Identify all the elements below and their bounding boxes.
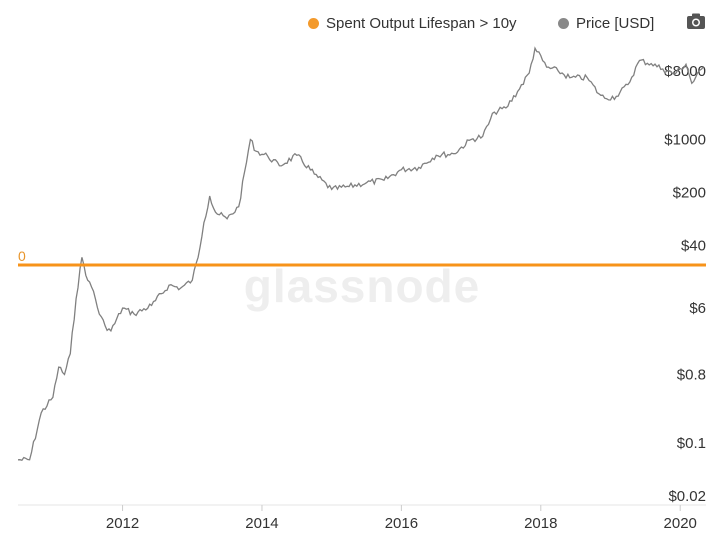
legend-label-price: Price [USD] xyxy=(576,14,655,32)
legend-label-spent-output: Spent Output Lifespan > 10y xyxy=(326,14,517,32)
y-tick-label: $0.02 xyxy=(668,488,706,505)
legend-item-spent-output[interactable]: Spent Output Lifespan > 10y xyxy=(308,12,517,34)
y-tick-label: $6 xyxy=(689,300,706,317)
camera-icon[interactable] xyxy=(686,12,706,30)
y-axis-ticks: $8000 $1000 $200 $40 $6 $0.8 $0.1 $0.02 xyxy=(664,63,706,505)
y-left-axis-ticks: 0 xyxy=(18,248,26,264)
x-tick-label-2012: 2012 xyxy=(106,515,139,532)
y-tick-label: $8000 xyxy=(664,63,706,80)
x-tick-label-2018: 2018 xyxy=(524,515,557,532)
y-tick-label: $200 xyxy=(673,185,706,202)
x-tick-label-2020: 2020 xyxy=(664,515,697,532)
x-tick-label-2016: 2016 xyxy=(385,515,418,532)
y-tick-label: $1000 xyxy=(664,132,706,149)
series-line-price xyxy=(17,46,704,461)
x-tick-label-2014: 2014 xyxy=(245,515,278,532)
legend-dot-spent-output xyxy=(308,17,319,29)
legend: Spent Output Lifespan > 10y Price [USD] xyxy=(0,12,724,34)
legend-dot-price xyxy=(558,17,569,29)
y-tick-label: $40 xyxy=(681,238,706,255)
watermark: glassnode xyxy=(244,260,481,312)
x-axis-ticks: 2012 2014 2016 2018 2020 xyxy=(106,505,697,532)
y-tick-label: $0.1 xyxy=(677,435,706,452)
legend-item-price[interactable]: Price [USD] xyxy=(558,12,654,34)
y-left-tick-label: 0 xyxy=(18,248,26,264)
y-tick-label: $0.8 xyxy=(677,366,706,383)
